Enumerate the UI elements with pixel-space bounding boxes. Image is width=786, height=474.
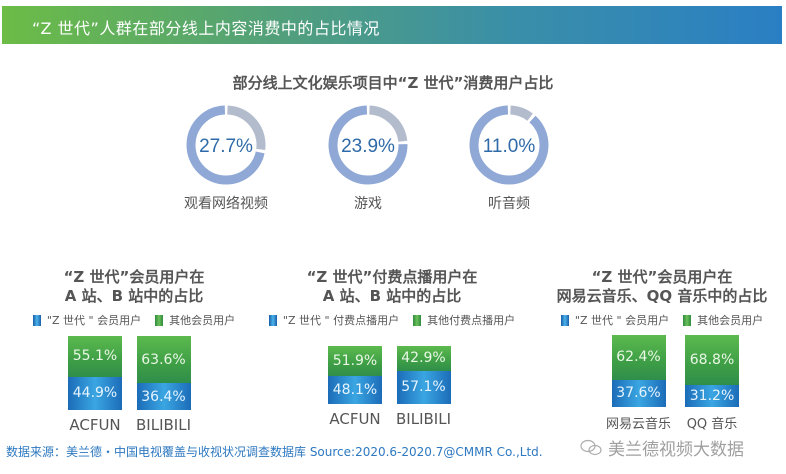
legend-item-z: "Z 世代 " 会员用户: [560, 312, 670, 328]
donut-value: 27.7%: [199, 136, 253, 157]
wechat-icon: [580, 439, 602, 455]
donut-ring: 23.9%: [328, 105, 408, 185]
watermark-text: 美兰德视频大数据: [608, 440, 744, 460]
bars-group-3: 62.4% 37.6% 网易云音乐 68.8% 31.2% QQ 音乐: [606, 335, 740, 432]
bars-group-2: 51.9% 48.1% ACFUN 42.9% 57.1% BILIBILI: [328, 346, 451, 428]
legend-item-z: "Z 世代 " 会员用户: [32, 312, 142, 328]
bar-label: ACFUN: [69, 416, 121, 434]
donut-ring: 27.7%: [186, 105, 266, 185]
bar-label: ACFUN: [329, 410, 381, 428]
legend-label: 其他会员用户: [169, 314, 236, 327]
donut-label: 游戏: [354, 196, 382, 212]
legend-item-other: 其他付费点播用户: [413, 312, 515, 328]
bars-group-1: 55.1% 44.9% ACFUN 63.6% 36.4% BILIBILI: [68, 336, 191, 434]
chart-group-music-members: “Z 世代”会员用户在 网易云音乐、QQ 音乐中的占比 "Z 世代 " 会员用户…: [532, 268, 786, 328]
donut-chart-game: 23.9% 游戏: [318, 103, 418, 213]
stacked-bar: 42.9% 57.1%: [396, 346, 451, 404]
legend: "Z 世代 " 付费点播用户 其他付费点播用户: [262, 312, 522, 328]
legend-swatch-green: [155, 314, 164, 326]
bar-seg-other: 63.6%: [136, 336, 191, 384]
legend-swatch-green: [413, 314, 422, 326]
legend-label: "Z 世代 " 会员用户: [574, 314, 670, 327]
legend-label: 其他会员用户: [697, 314, 764, 327]
legend-swatch-blue: [560, 314, 569, 326]
bar-seg-z: 44.9%: [68, 376, 122, 410]
bar-seg-z: 31.2%: [685, 384, 740, 407]
donut-chart-video: 27.7% 观看网络视频: [176, 103, 276, 213]
bar-seg-z: 57.1%: [396, 370, 451, 404]
bar-netease: 62.4% 37.6% 网易云音乐: [606, 335, 671, 432]
bar-seg-other: 62.4%: [611, 335, 666, 380]
bar-seg-other: 42.9%: [396, 346, 451, 371]
legend-label: 其他付费点播用户: [427, 314, 516, 327]
donut-value: 11.0%: [483, 136, 536, 157]
legend-swatch-blue: [32, 314, 41, 326]
page-title: “Z 世代”人群在部分线上内容消费中的占比情况: [32, 19, 380, 38]
donut-ring: 11.0%: [469, 105, 549, 185]
legend-item-other: 其他会员用户: [155, 312, 235, 328]
donut-label: 听音频: [488, 196, 530, 212]
stacked-bar: 68.8% 31.2%: [685, 335, 740, 407]
group-title-line: A 站、B 站中的占比: [64, 287, 204, 305]
bar-acfun: 55.1% 44.9% ACFUN: [68, 336, 122, 434]
group-title-line: “Z 世代”付费点播用户在: [306, 268, 478, 286]
group-title: “Z 世代”会员用户在 网易云音乐、QQ 音乐中的占比: [532, 268, 786, 306]
bar-seg-z: 48.1%: [328, 376, 382, 404]
bar-seg-other: 68.8%: [685, 335, 740, 385]
stacked-bar: 55.1% 44.9%: [68, 336, 122, 410]
bar-bilibili: 42.9% 57.1% BILIBILI: [396, 346, 451, 428]
bar-label: 网易云音乐: [606, 417, 672, 432]
group-title-line: “Z 世代”会员用户在: [591, 268, 733, 286]
bar-qqmusic: 68.8% 31.2% QQ 音乐: [685, 335, 740, 432]
stacked-bar: 63.6% 36.4%: [136, 336, 191, 410]
group-title-line: “Z 世代”会员用户在: [63, 268, 205, 286]
bar-seg-z: 37.6%: [611, 379, 666, 407]
chart-group-ab-paid: “Z 世代”付费点播用户在 A 站、B 站中的占比 "Z 世代 " 付费点播用户…: [262, 268, 522, 328]
bar-seg-other: 55.1%: [68, 336, 122, 377]
donut-value: 23.9%: [341, 136, 395, 157]
group-title: “Z 世代”付费点播用户在 A 站、B 站中的占比: [262, 268, 522, 306]
legend-item-other: 其他会员用户: [683, 312, 763, 328]
donut-label: 观看网络视频: [184, 196, 268, 212]
legend: "Z 世代 " 会员用户 其他会员用户: [4, 312, 264, 328]
legend: "Z 世代 " 会员用户 其他会员用户: [532, 312, 786, 328]
bar-seg-other: 51.9%: [328, 346, 382, 377]
legend-swatch-green: [683, 314, 692, 326]
legend-label: "Z 世代 " 会员用户: [46, 314, 142, 327]
group-title-line: A 站、B 站中的占比: [322, 287, 462, 305]
bar-label: BILIBILI: [396, 410, 451, 428]
legend-item-z: "Z 世代 " 付费点播用户: [268, 312, 400, 328]
stacked-bar: 51.9% 48.1%: [328, 346, 382, 404]
bar-acfun: 51.9% 48.1% ACFUN: [328, 346, 382, 428]
donut-section-title: 部分线上文化娱乐项目中“Z 世代”消费用户占比: [232, 74, 554, 92]
legend-swatch-blue: [268, 314, 277, 326]
legend-label: "Z 世代 " 付费点播用户: [282, 314, 400, 327]
group-title: “Z 世代”会员用户在 A 站、B 站中的占比: [4, 268, 264, 306]
bar-bilibili: 63.6% 36.4% BILIBILI: [136, 336, 191, 434]
bar-label: QQ 音乐: [686, 417, 738, 432]
data-source-note: 数据来源：美兰德・中国电视覆盖与收视状况调查数据库 Source:2020.6-…: [6, 445, 543, 459]
group-title-line: 网易云音乐、QQ 音乐中的占比: [556, 287, 768, 305]
watermark: 美兰德视频大数据: [580, 435, 744, 460]
bar-seg-z: 36.4%: [136, 383, 191, 410]
stacked-bar: 62.4% 37.6%: [611, 335, 666, 407]
header-banner: “Z 世代”人群在部分线上内容消费中的占比情况: [2, 6, 782, 44]
chart-group-ab-members: “Z 世代”会员用户在 A 站、B 站中的占比 "Z 世代 " 会员用户 其他会…: [4, 268, 264, 328]
donut-chart-audio: 11.0% 听音频: [459, 103, 559, 213]
bar-label: BILIBILI: [136, 416, 191, 434]
